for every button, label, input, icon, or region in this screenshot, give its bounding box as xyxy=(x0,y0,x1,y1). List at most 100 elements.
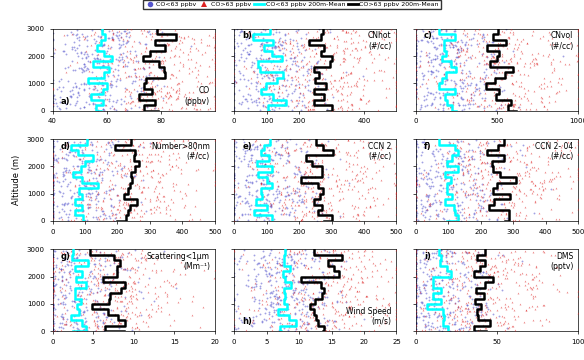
Point xyxy=(285,40,294,46)
Point xyxy=(437,50,447,56)
Point xyxy=(234,303,243,309)
Point xyxy=(549,186,558,192)
Point xyxy=(416,265,425,271)
Point xyxy=(487,284,496,290)
Point xyxy=(274,316,283,322)
Point xyxy=(138,295,147,301)
Point xyxy=(67,148,77,154)
Point xyxy=(48,257,57,263)
Point xyxy=(126,56,135,62)
Point xyxy=(79,326,89,332)
Point xyxy=(435,173,444,179)
Point xyxy=(307,296,317,301)
Point xyxy=(442,297,451,303)
Point xyxy=(283,327,292,333)
Point xyxy=(411,260,420,266)
Point xyxy=(230,172,239,178)
Point xyxy=(95,165,105,171)
Point xyxy=(519,142,528,148)
Point xyxy=(436,182,445,188)
Point xyxy=(426,68,436,73)
Point xyxy=(146,211,155,216)
Point xyxy=(342,299,351,305)
Point xyxy=(150,55,159,61)
Point xyxy=(230,218,239,224)
Point xyxy=(349,183,359,189)
Point xyxy=(343,137,353,143)
Point xyxy=(433,190,442,196)
Point xyxy=(204,42,214,48)
Point xyxy=(369,55,378,61)
Point xyxy=(272,99,281,105)
Point xyxy=(183,33,192,39)
Point xyxy=(273,43,283,49)
Point xyxy=(90,40,99,46)
Point xyxy=(338,96,347,102)
Point xyxy=(99,195,109,201)
Point xyxy=(478,198,487,203)
Point xyxy=(113,269,123,274)
Point xyxy=(411,218,420,224)
Point xyxy=(48,280,57,286)
Point xyxy=(289,174,298,180)
Point xyxy=(411,207,420,213)
Point xyxy=(242,173,252,179)
Point xyxy=(493,159,503,165)
Point xyxy=(279,199,288,204)
Point xyxy=(481,140,491,146)
Point xyxy=(339,265,348,271)
Point xyxy=(484,62,493,67)
Point xyxy=(484,272,493,278)
Point xyxy=(274,97,283,103)
Point xyxy=(463,263,472,269)
Point xyxy=(161,210,171,216)
Point xyxy=(128,197,138,203)
Point xyxy=(318,210,327,216)
Point xyxy=(419,260,429,266)
Point xyxy=(96,279,106,284)
Point xyxy=(493,280,502,285)
Point xyxy=(230,270,239,276)
Point xyxy=(456,138,465,144)
Point xyxy=(74,292,83,298)
Point xyxy=(57,193,67,198)
Point xyxy=(411,178,420,184)
Point xyxy=(530,164,539,170)
Point xyxy=(440,73,449,78)
Point xyxy=(75,201,84,206)
Point xyxy=(297,64,306,70)
Point xyxy=(93,325,103,331)
Point xyxy=(312,144,321,150)
Point xyxy=(178,195,187,201)
Point xyxy=(353,212,363,217)
Point xyxy=(147,267,157,273)
Point xyxy=(114,319,124,325)
Point xyxy=(82,67,91,73)
Point xyxy=(293,250,302,256)
Point xyxy=(477,172,486,177)
Point xyxy=(463,250,472,256)
Point xyxy=(418,205,427,211)
Point xyxy=(419,140,428,145)
Point xyxy=(319,45,329,51)
Point xyxy=(147,145,157,151)
Point xyxy=(105,80,114,86)
Point xyxy=(489,138,499,144)
Point xyxy=(239,139,249,145)
Point xyxy=(573,206,583,212)
Point xyxy=(475,251,484,257)
Point xyxy=(48,315,57,320)
Point xyxy=(48,213,57,219)
Point xyxy=(129,67,138,72)
Point xyxy=(79,259,88,265)
Point xyxy=(152,256,162,262)
Point xyxy=(78,197,87,203)
Point xyxy=(71,320,81,326)
Point xyxy=(471,209,481,215)
Point xyxy=(539,177,548,183)
Point xyxy=(230,163,239,169)
Point xyxy=(279,279,288,285)
Point xyxy=(290,203,300,208)
Point xyxy=(259,163,268,168)
Point xyxy=(500,108,509,113)
